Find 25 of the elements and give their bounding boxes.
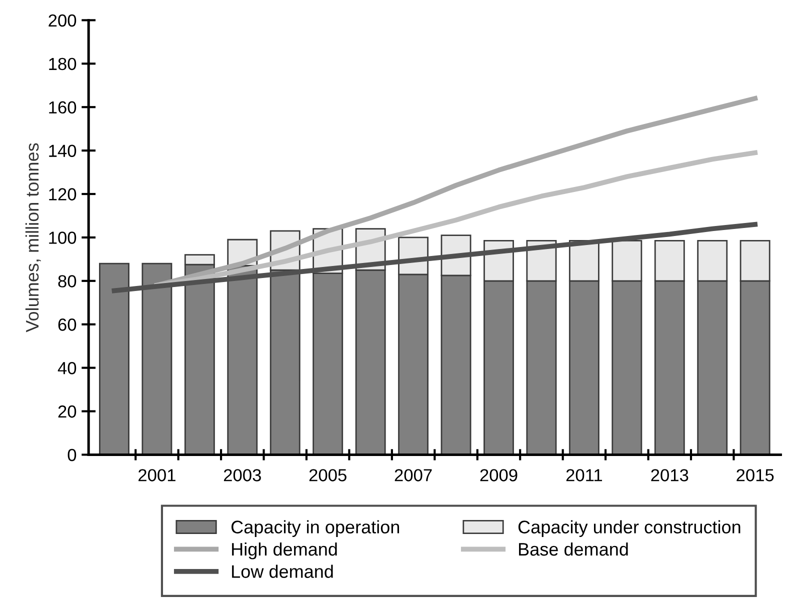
x-tick-label: 2015 <box>736 469 774 482</box>
legend-label: Capacity in operation <box>231 520 400 538</box>
y-tick-label: 60 <box>58 318 76 331</box>
legend-label: Low demand <box>232 564 333 578</box>
y-tick-label: 200 <box>48 14 76 27</box>
y-tick-label: 20 <box>58 405 76 418</box>
legend-label: Base demand <box>519 542 628 556</box>
y-tick-label: 0 <box>68 448 76 462</box>
y-tick-label: 40 <box>58 362 76 374</box>
x-tick-label: 2011 <box>566 469 602 482</box>
x-tick-label: 2005 <box>309 469 346 482</box>
y-tick-label: 100 <box>49 232 76 244</box>
x-tick-label: 2003 <box>224 469 261 482</box>
y-tick-label: 180 <box>49 58 76 70</box>
y-tick-label: 140 <box>49 144 76 158</box>
x-tick-label: 2009 <box>480 469 518 482</box>
y-tick-label: 160 <box>49 101 76 114</box>
y-axis-title: Volumes, million tonnes <box>25 143 41 332</box>
y-tick-label: 120 <box>49 188 76 200</box>
x-tick-label: 2007 <box>394 469 432 482</box>
x-tick-label: 2013 <box>651 469 688 482</box>
y-tick-label: 80 <box>58 275 76 288</box>
x-tick-label: 2001 <box>138 469 176 482</box>
legend-label: Capacity under construction <box>518 520 740 538</box>
legend-label: High demand <box>232 542 337 560</box>
